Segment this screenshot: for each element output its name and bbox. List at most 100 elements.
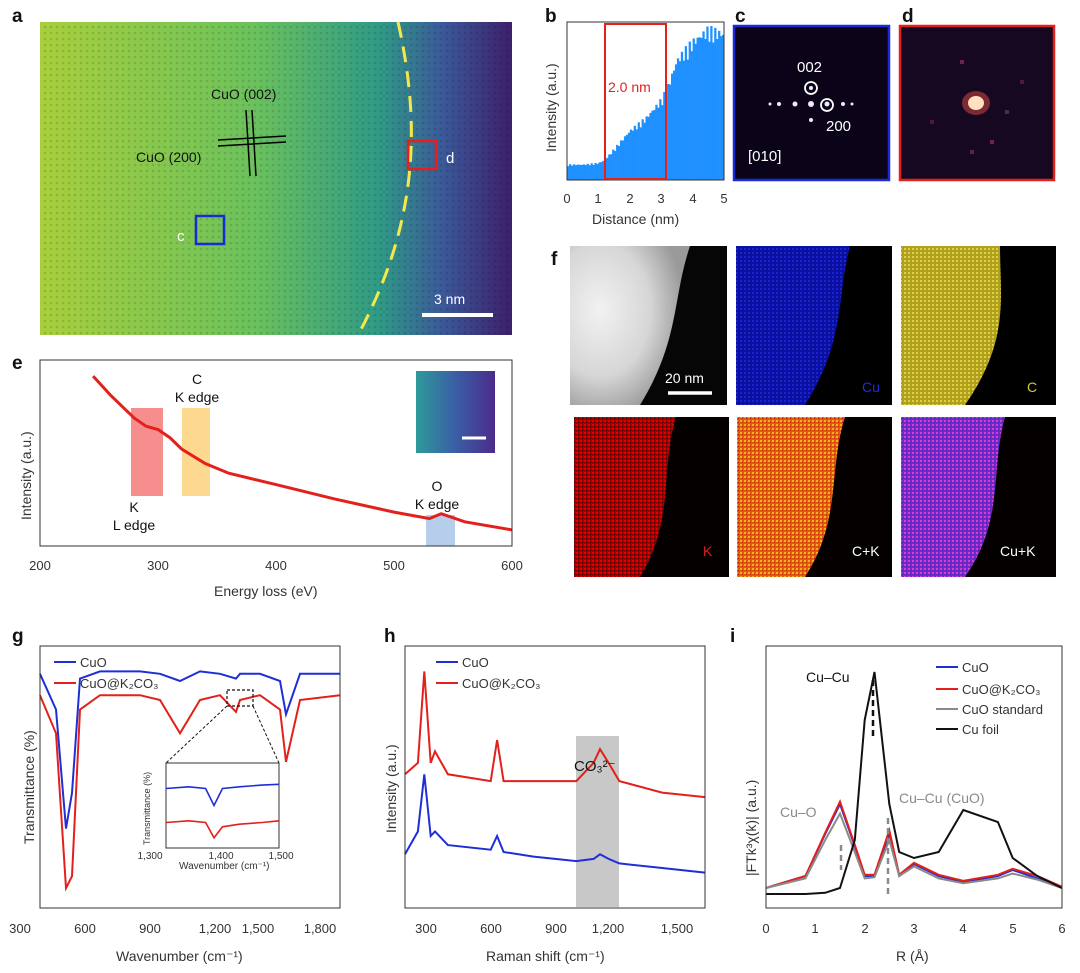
chart-b-bar: [616, 144, 619, 180]
chart-b-xtick: 4: [689, 191, 696, 206]
chart-b-bar: [649, 112, 652, 180]
chart-b-bar: [582, 164, 585, 180]
eds-cu-label: Cu: [862, 379, 880, 395]
chart-g-legend-cuo: CuO: [80, 655, 107, 670]
chart-b-bar: [686, 59, 689, 181]
chart-b-bar: [657, 107, 660, 180]
chart-b-xticks: 0 1 2 3 4 5: [563, 191, 727, 206]
chart-g-xtick: 1,200: [199, 921, 232, 936]
chart-g-ylabel: Transmittance (%): [21, 730, 37, 844]
chart-g-zoom-line-right: [252, 705, 280, 764]
chart-h-lines: [404, 671, 706, 874]
chart-i-annotation-cuo: Cu–O: [780, 804, 817, 820]
chart-i-ylabel: |FTk³χ(k)| (a.u.): [743, 780, 759, 876]
chart-b-bar: [718, 30, 721, 180]
chart-e-xlabel: Energy loss (eV): [214, 583, 317, 599]
chart-b-bar: [688, 41, 691, 180]
chart-i-xtick: 1: [811, 921, 818, 936]
label-cuo-200: CuO (200): [136, 149, 201, 165]
chart-b-bar: [708, 41, 711, 181]
chart-h-xlabel: Raman shift (cm⁻¹): [486, 948, 605, 964]
chart-b-bar: [706, 26, 709, 180]
chart-g-inset: [165, 762, 280, 849]
chart-h-series-line: [404, 671, 706, 799]
chart-b-bar: [619, 140, 623, 180]
chart-g-xlabel: Wavenumber (cm⁻¹): [116, 948, 243, 964]
chart-g-xtick: 1,500: [242, 921, 275, 936]
chart-i-legend: CuO CuO@K₂CO₃ CuO standard Cu foil: [936, 660, 1043, 737]
chart-g-frame: [39, 645, 341, 909]
box-c-label: c: [177, 228, 185, 245]
scale-bar-a-label: 3 nm: [434, 291, 465, 307]
panel-label-b: b: [545, 6, 557, 27]
chart-g-legend-cuok: CuO@K₂CO₃: [80, 676, 158, 691]
chart-h-frame: [404, 645, 706, 909]
chart-b-bar: [635, 129, 638, 180]
chart-e-series-line: [91, 375, 513, 532]
chart-g-inset-lines: [165, 783, 280, 840]
chart-b-bar: [621, 140, 625, 180]
chart-b-bar: [625, 134, 629, 180]
chart-e-xtick: 200: [29, 558, 51, 573]
chart-b-bar: [692, 38, 695, 180]
chart-b-bar: [684, 46, 688, 180]
chart-b-xtick: 5: [720, 191, 727, 206]
chart-b-bar: [641, 119, 644, 180]
panel-c: c 002 200 [010]: [732, 6, 891, 182]
eds-c-label: C: [1027, 379, 1037, 395]
chart-b-bar: [588, 165, 591, 180]
eds-cuk-signal: [901, 417, 1005, 577]
chart-i-legend-cuo: CuO: [962, 660, 989, 675]
chart-g-xtick: 600: [74, 921, 96, 936]
chart-b-bar: [659, 99, 662, 180]
fft-c-spot-200-marker: [820, 98, 834, 112]
panel-label-d: d: [902, 6, 914, 27]
chart-g-inset-xticks: 1,300 1,400 1,500: [137, 851, 293, 862]
chart-g-xtick: 1,800: [304, 921, 337, 936]
chart-b-bar: [669, 84, 672, 180]
chart-b-bar: [612, 149, 615, 180]
chart-h-xticks: 300 600 900 1,200 1,500: [415, 921, 693, 936]
chart-b-bar: [610, 154, 613, 180]
chart-i-series-line: [765, 811, 1063, 889]
panel-f: f 20 nm Cu C K C+K Cu+K: [551, 246, 1056, 577]
chart-i-legend-cuo-standard: CuO standard: [962, 702, 1043, 717]
chart-b-bar: [596, 164, 599, 180]
chart-b-bar: [608, 154, 611, 180]
eels-k-label-line2: L edge: [113, 517, 156, 533]
panel-label-f: f: [551, 249, 558, 270]
chart-b-bar: [676, 58, 680, 180]
chart-g-inset-xtick: 1,300: [137, 851, 162, 862]
chart-b-bar: [655, 104, 658, 180]
chart-b-bar: [606, 157, 609, 180]
chart-g-inset-series-line: [165, 819, 280, 840]
chart-b-bar: [574, 165, 578, 180]
chart-i-legend-cuok: CuO@K₂CO₃: [962, 682, 1040, 697]
chart-b-bar: [594, 162, 597, 180]
chart-b-bar: [580, 164, 583, 180]
chart-b-bar: [586, 163, 589, 180]
chart-h-xtick: 1,500: [661, 921, 694, 936]
panel-i: i Cu–Cu Cu–O Cu–Cu (CuO) CuO CuO@K₂CO₃ C…: [730, 626, 1066, 964]
chart-b-bar: [671, 73, 674, 180]
chart-i-xlabel: R (Å): [896, 948, 929, 964]
chart-i-annotation-cucu: Cu–Cu: [806, 669, 850, 685]
chart-b-bar: [702, 31, 705, 180]
scale-bar-f-label: 20 nm: [665, 370, 704, 386]
chart-b-bar: [704, 39, 707, 181]
chart-b-bar: [674, 64, 678, 180]
chart-b-bar: [663, 91, 666, 180]
panel-label-i: i: [730, 626, 735, 647]
chart-b-ylabel: Intensity (a.u.): [543, 63, 559, 152]
chart-b-xtick: 1: [594, 191, 601, 206]
fft-c-spots: [768, 86, 854, 122]
chart-b-bar: [633, 125, 636, 180]
chart-b-bar: [722, 34, 725, 180]
chart-b-bar: [618, 146, 621, 180]
chart-b-bar: [627, 132, 631, 180]
chart-b-bar: [700, 37, 703, 180]
chart-b-bar: [672, 70, 676, 180]
chart-h-legend-cuok: CuO@K₂CO₃: [462, 676, 540, 691]
label-cuo-002: CuO (002): [211, 86, 276, 102]
eds-c-signal: [901, 246, 1001, 405]
